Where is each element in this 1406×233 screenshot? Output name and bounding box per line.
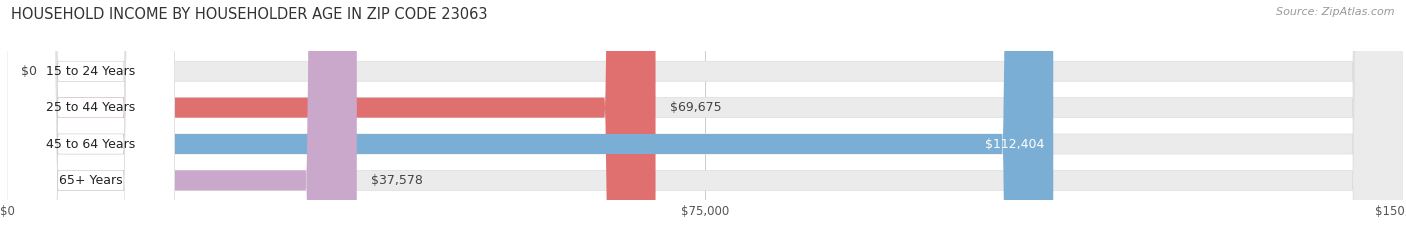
- FancyBboxPatch shape: [7, 0, 174, 233]
- FancyBboxPatch shape: [7, 0, 357, 233]
- Text: 65+ Years: 65+ Years: [59, 174, 122, 187]
- Text: 45 to 64 Years: 45 to 64 Years: [46, 137, 135, 151]
- Text: $0: $0: [21, 65, 37, 78]
- Text: 15 to 24 Years: 15 to 24 Years: [46, 65, 135, 78]
- Text: 25 to 44 Years: 25 to 44 Years: [46, 101, 135, 114]
- FancyBboxPatch shape: [7, 0, 174, 233]
- FancyBboxPatch shape: [7, 0, 1403, 233]
- Text: $37,578: $37,578: [371, 174, 423, 187]
- FancyBboxPatch shape: [7, 0, 174, 233]
- FancyBboxPatch shape: [7, 0, 1403, 233]
- FancyBboxPatch shape: [7, 0, 1403, 233]
- Text: HOUSEHOLD INCOME BY HOUSEHOLDER AGE IN ZIP CODE 23063: HOUSEHOLD INCOME BY HOUSEHOLDER AGE IN Z…: [11, 7, 488, 22]
- FancyBboxPatch shape: [7, 0, 174, 233]
- Text: Source: ZipAtlas.com: Source: ZipAtlas.com: [1277, 7, 1395, 17]
- Text: $69,675: $69,675: [669, 101, 721, 114]
- FancyBboxPatch shape: [7, 0, 1053, 233]
- FancyBboxPatch shape: [7, 0, 655, 233]
- Text: $112,404: $112,404: [984, 137, 1043, 151]
- FancyBboxPatch shape: [7, 0, 1403, 233]
